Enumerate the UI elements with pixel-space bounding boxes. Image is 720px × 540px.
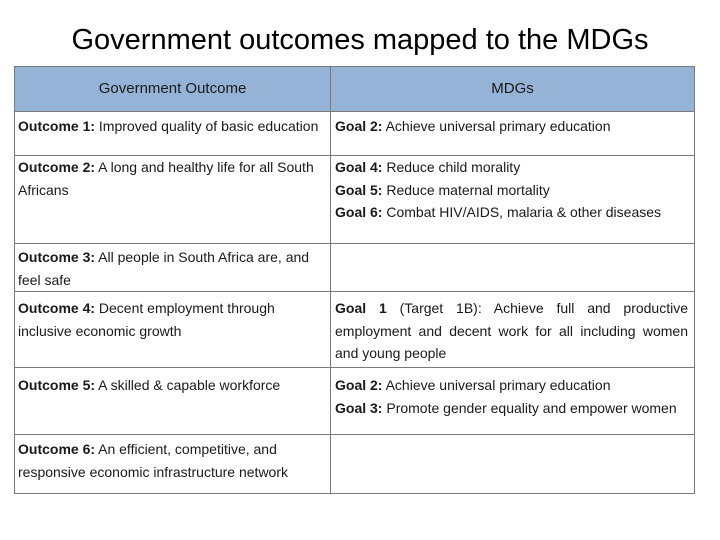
goal-label: Goal 1 xyxy=(335,300,387,316)
goal-label: Goal 3: xyxy=(335,399,383,416)
goal-item: Goal 2: Achieve universal primary educat… xyxy=(335,115,688,138)
goal-label: Goal 2: xyxy=(335,377,383,393)
goal-item: Goal 4: Reduce child morality xyxy=(335,156,688,179)
outcome-text: A skilled & capable workforce xyxy=(95,377,281,393)
outcome-cell: Outcome 3: All people in South Africa ar… xyxy=(14,243,331,292)
goal-item: Goal 5: Reduce maternal mortality xyxy=(335,179,688,202)
outcome-cell: Outcome 1: Improved quality of basic edu… xyxy=(14,111,331,156)
goal-text: Achieve universal primary education xyxy=(382,377,611,393)
outcome-label: Outcome 4: xyxy=(18,300,96,316)
goal-item: Goal 3: Promote gender equality and empo… xyxy=(335,397,688,420)
goals-cell: Goal 4: Reduce child morality Goal 5: Re… xyxy=(330,155,695,244)
outcome-label: Outcome 5: xyxy=(18,377,96,393)
column-header-government-outcome: Government Outcome xyxy=(14,66,331,112)
table-row: Outcome 1: Improved quality of basic edu… xyxy=(14,111,695,156)
outcome-text: An efficient, competitive, and responsiv… xyxy=(18,441,289,480)
goal-label: Goal 6: xyxy=(335,204,383,220)
goal-text: Achieve universal primary education xyxy=(382,118,611,134)
goal-item: Goal 6: Combat HIV/AIDS, malaria & other… xyxy=(335,201,688,224)
outcome-text: All people in South Africa are, and feel… xyxy=(18,249,310,288)
outcome-text: A long and healthy life for all South Af… xyxy=(18,159,314,198)
goal-label: Goal 2: xyxy=(335,118,383,134)
goal-text: (Target 1B): Achieve full and productive… xyxy=(335,300,689,361)
outcome-cell: Outcome 5: A skilled & capable workforce xyxy=(14,367,331,435)
outcome-label: Outcome 1: xyxy=(18,118,96,134)
goal-text: Reduce child morality xyxy=(382,159,521,175)
goals-cell: Goal 2: Achieve universal primary educat… xyxy=(330,111,695,156)
outcome-cell: Outcome 4: Decent employment through inc… xyxy=(14,291,331,368)
goal-text: Reduce maternal mortality xyxy=(382,181,550,198)
table-row: Outcome 2: A long and healthy life for a… xyxy=(14,155,695,244)
goals-cell: Goal 1 (Target 1B): Achieve full and pro… xyxy=(330,291,695,368)
outcome-text: Improved quality of basic education xyxy=(95,118,319,134)
outcome-label: Outcome 2: xyxy=(18,159,96,175)
table-header-row: Government Outcome MDGs xyxy=(14,66,695,112)
table-row: Outcome 6: An efficient, competitive, an… xyxy=(14,434,695,494)
table-row: Outcome 3: All people in South Africa ar… xyxy=(14,243,695,292)
outcomes-table: Government Outcome MDGs Outcome 1: Impro… xyxy=(14,66,695,494)
table-row: Outcome 4: Decent employment through inc… xyxy=(14,291,695,368)
goal-text: Promote gender equality and empower wome… xyxy=(382,399,677,416)
goals-cell: Goal 2: Achieve universal primary educat… xyxy=(330,367,695,435)
outcome-cell: Outcome 6: An efficient, competitive, an… xyxy=(14,434,331,494)
goals-cell xyxy=(330,243,695,292)
table-row: Outcome 5: A skilled & capable workforce… xyxy=(14,367,695,435)
outcome-text: Decent employment through inclusive econ… xyxy=(18,300,275,339)
outcome-cell: Outcome 2: A long and healthy life for a… xyxy=(14,155,331,244)
goal-label: Goal 5: xyxy=(335,181,383,198)
goal-item: Goal 2: Achieve universal primary educat… xyxy=(335,374,688,397)
goal-label: Goal 4: xyxy=(335,159,383,175)
outcome-label: Outcome 3: xyxy=(18,249,96,265)
column-header-mdgs: MDGs xyxy=(330,66,695,112)
goal-text: Combat HIV/AIDS, malaria & other disease… xyxy=(382,204,662,220)
page-title: Government outcomes mapped to the MDGs xyxy=(71,24,649,56)
outcome-label: Outcome 6: xyxy=(18,441,96,457)
goals-cell xyxy=(330,434,695,494)
